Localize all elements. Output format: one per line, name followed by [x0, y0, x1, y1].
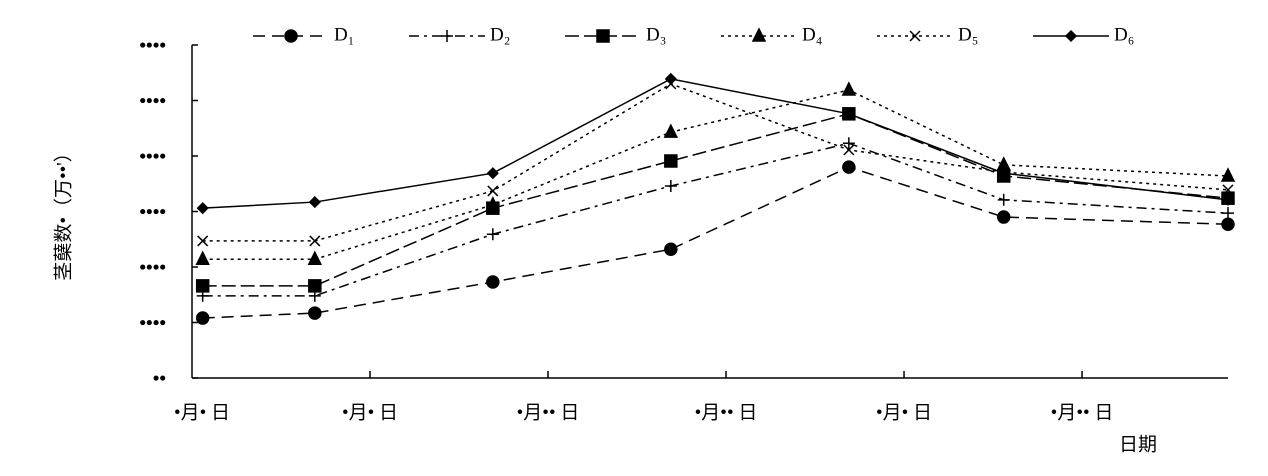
x-axis-title: 日期 — [1119, 433, 1157, 455]
marker — [841, 81, 857, 96]
marker — [664, 242, 678, 256]
y-tick-label: •••• — [139, 257, 166, 278]
series-line — [202, 78, 1229, 209]
y-tick-label: •••• — [139, 146, 166, 167]
marker — [307, 250, 323, 265]
marker — [308, 196, 321, 209]
y-tick-label: •••• — [139, 202, 166, 223]
y-axis-title: 茎蘖数•（万••'） — [52, 143, 74, 280]
marker — [284, 29, 298, 43]
marker — [487, 185, 499, 197]
marker — [308, 279, 322, 293]
marker — [842, 107, 855, 120]
series-line — [202, 166, 1229, 319]
legend-label: D₂ — [490, 24, 510, 45]
marker — [997, 167, 1010, 180]
marker — [997, 193, 1010, 206]
y-tick-label: •••• — [139, 91, 166, 112]
x-tick-label: •月•• 日 — [1051, 402, 1114, 423]
marker — [195, 311, 210, 325]
legend-label: D₃ — [646, 24, 666, 45]
marker — [663, 123, 679, 138]
marker — [486, 167, 499, 180]
series-line — [202, 83, 1229, 242]
x-tick-label: •月•• 日 — [517, 402, 580, 423]
marker — [1221, 193, 1235, 206]
marker — [486, 275, 500, 289]
marker — [195, 250, 210, 265]
legend-label: D₆ — [1114, 24, 1134, 45]
marker — [195, 279, 210, 293]
marker — [843, 144, 855, 156]
y-tick-label: •••• — [139, 313, 166, 334]
y-tick-label: •••• — [139, 35, 166, 56]
marker — [996, 210, 1011, 224]
marker — [485, 196, 501, 211]
marker — [664, 72, 677, 85]
marker — [751, 27, 767, 42]
y-tick-label: •• — [153, 368, 166, 389]
marker — [1064, 29, 1078, 43]
marker — [486, 228, 499, 241]
marker — [842, 160, 856, 174]
marker — [909, 30, 921, 42]
x-tick-label: •月• 日 — [174, 402, 230, 423]
x-tick-label: •月• 日 — [876, 402, 932, 423]
marker — [308, 306, 322, 320]
marker — [842, 137, 855, 150]
marker — [664, 179, 677, 192]
legend-label: D₅ — [958, 24, 978, 45]
marker — [197, 235, 209, 247]
x-tick-label: •月• 日 — [342, 402, 398, 423]
marker — [196, 202, 209, 215]
marker — [309, 235, 321, 247]
marker — [1222, 184, 1234, 196]
legend-label: D₄ — [802, 24, 822, 45]
marker — [1221, 217, 1235, 232]
marker — [596, 29, 610, 43]
series-line — [202, 113, 1229, 287]
marker — [1222, 207, 1234, 220]
x-tick-label: •月•• 日 — [695, 402, 758, 423]
marker — [1220, 167, 1236, 182]
legend-label: D₁ — [334, 24, 354, 45]
marker — [441, 30, 453, 42]
marker — [664, 154, 678, 168]
